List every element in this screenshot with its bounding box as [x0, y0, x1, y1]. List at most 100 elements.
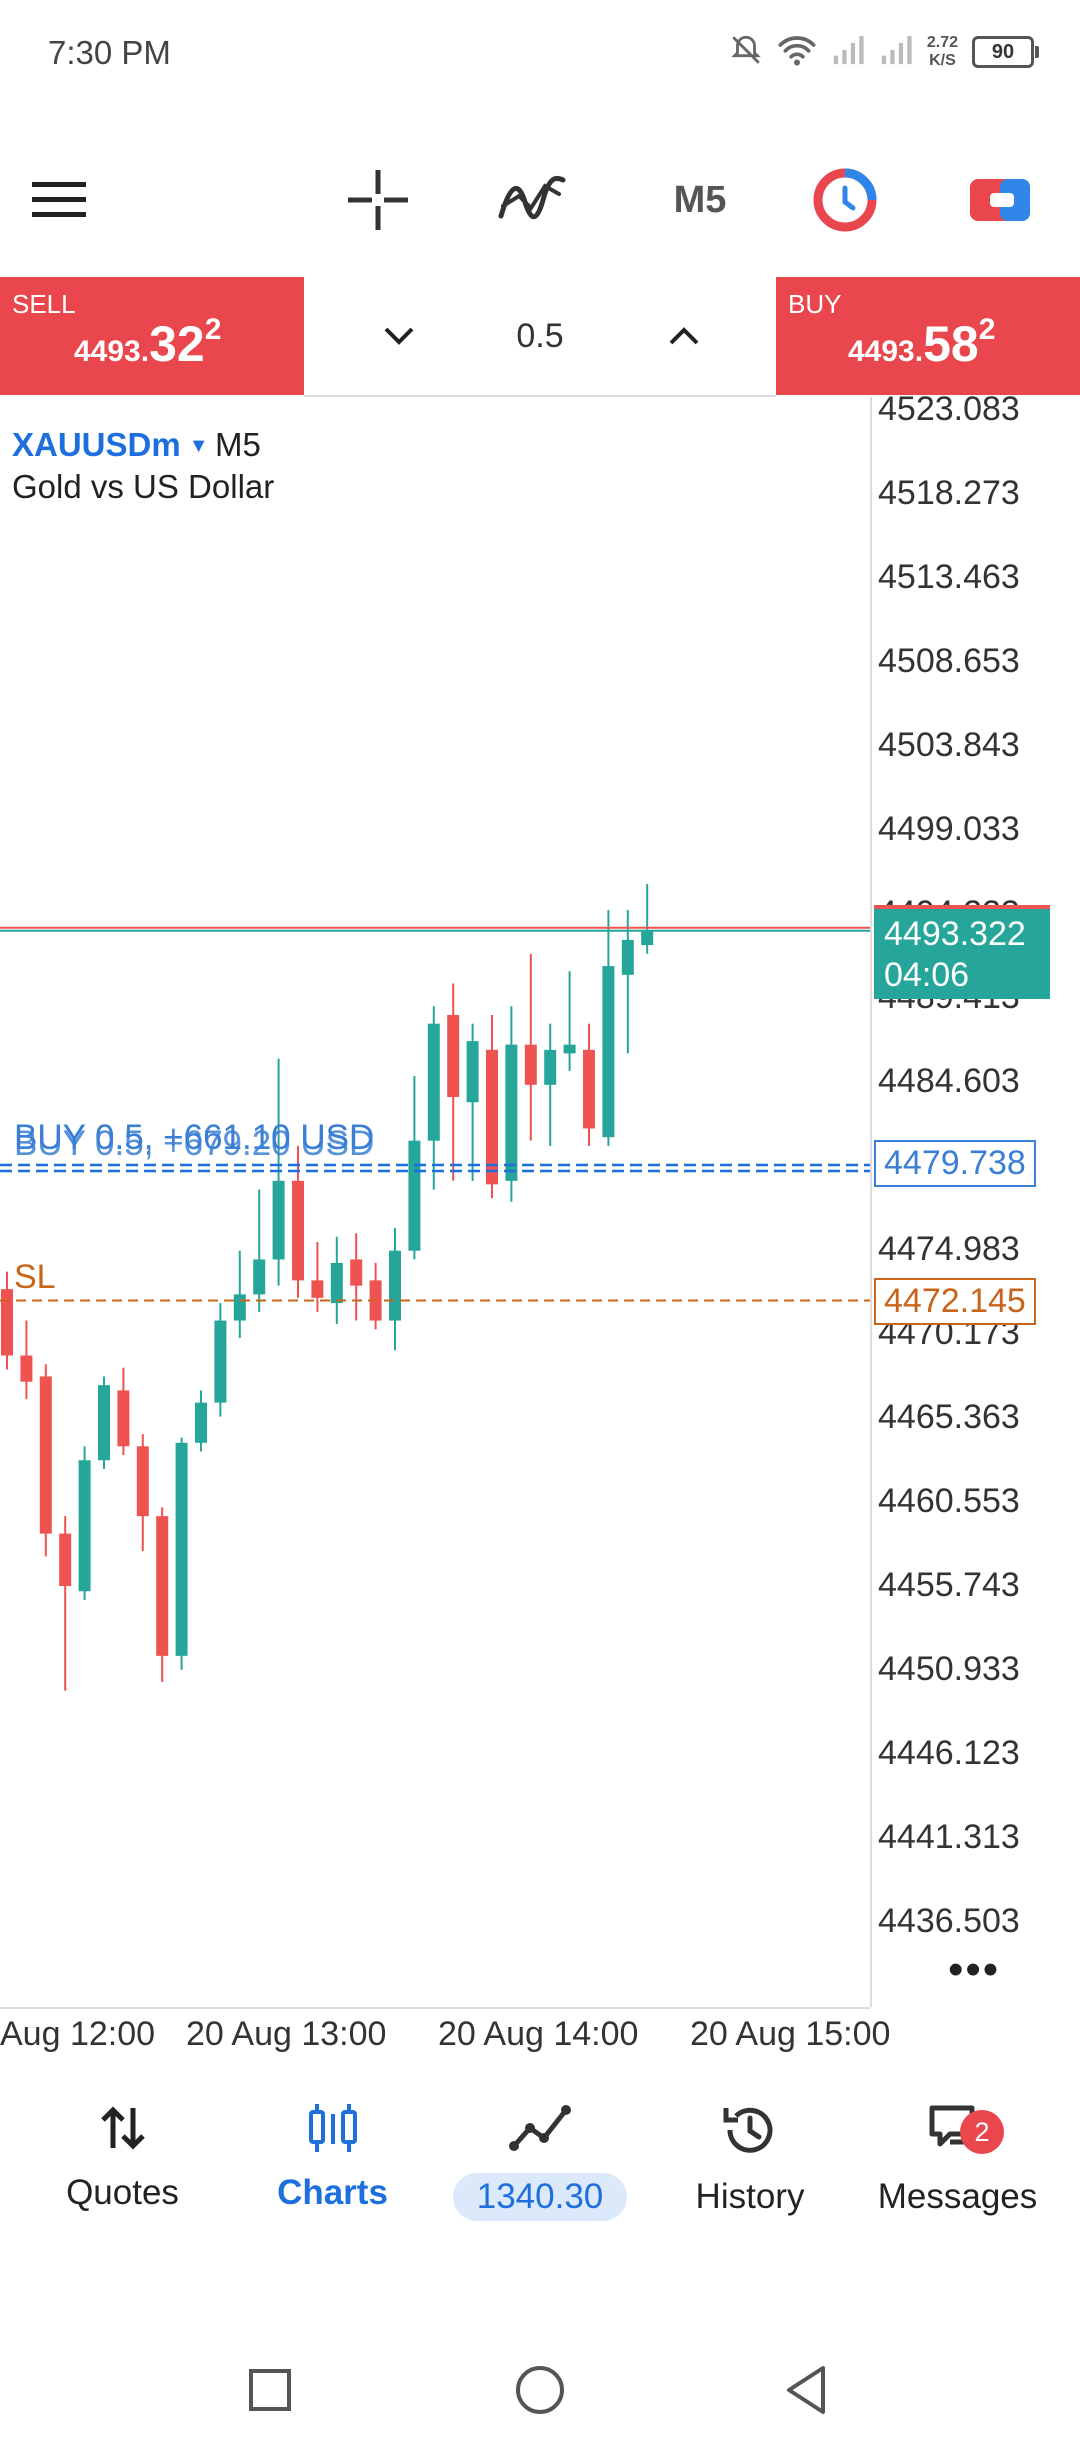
candle — [369, 1262, 382, 1330]
position-label[interactable]: BUY 0.5, +679.20 USD — [14, 1124, 375, 1163]
time-axis-divider — [0, 2007, 870, 2009]
network-speed: 2.72 K/S — [927, 34, 958, 70]
candle-body — [1, 1289, 13, 1356]
price-tick: 4484.603 — [878, 1062, 1020, 1100]
price-tick: 4513.463 — [878, 558, 1020, 596]
candle-body — [466, 1041, 479, 1103]
candle-body — [59, 1533, 72, 1587]
messages-badge: 2 — [960, 2110, 1004, 2154]
price-tick: 4503.843 — [878, 726, 1020, 764]
current-price-tag: 4493.322 04:06 — [874, 905, 1050, 999]
back-icon[interactable] — [776, 2360, 836, 2420]
candle-body — [389, 1250, 401, 1321]
candle — [98, 1376, 110, 1469]
price-tick: 4446.123 — [878, 1734, 1020, 1772]
symbol-ticker: XAUUSDm — [12, 426, 181, 463]
candle — [253, 1189, 266, 1312]
price-chart[interactable] — [0, 397, 870, 2007]
symbol-description: Gold vs US Dollar — [12, 468, 275, 505]
price-tick: 4455.743 — [878, 1566, 1020, 1604]
sell-label: SELL — [12, 289, 76, 319]
candle-body — [175, 1442, 188, 1656]
candle-body — [602, 966, 615, 1138]
symbol-dropdown-icon[interactable]: ▼ — [188, 435, 209, 457]
candle-body — [98, 1385, 110, 1461]
messages-icon — [860, 2100, 1055, 2165]
candle — [175, 1437, 188, 1670]
timeframe-button[interactable]: M5 — [673, 178, 727, 221]
one-click-trading-icon[interactable] — [960, 160, 1040, 240]
lot-decrease-button[interactable] — [364, 311, 434, 361]
sell-button[interactable]: SELL 4493.322 — [0, 277, 304, 395]
signal-icon — [831, 33, 865, 72]
candles — [1, 883, 654, 1691]
price-tick: 4436.503 — [878, 1902, 1020, 1940]
symbol-name[interactable]: XAUUSDm ▼ — [12, 426, 209, 464]
candle-body — [156, 1516, 169, 1656]
bar-countdown: 04:06 — [884, 956, 970, 994]
nav-history[interactable]: History — [665, 2100, 835, 2250]
nav-messages-label: Messages — [877, 2177, 1038, 2216]
nav-charts[interactable]: Charts — [250, 2100, 415, 2250]
candle-body — [563, 1044, 576, 1054]
buy-label: BUY — [788, 289, 842, 319]
sl-label[interactable]: SL — [14, 1258, 56, 1296]
sell-price-small: 4493. — [74, 335, 150, 368]
price-tick: 4465.363 — [878, 1398, 1020, 1436]
wifi-icon — [777, 33, 817, 72]
battery-icon: 90 — [972, 36, 1039, 68]
candle-body — [350, 1259, 363, 1286]
home-icon[interactable] — [510, 2360, 570, 2420]
candle-body — [195, 1402, 207, 1443]
sell-price: 4493.322 — [74, 313, 221, 373]
candle — [1, 1271, 13, 1370]
account-balance: 1340.30 — [452, 2173, 628, 2221]
buy-button[interactable]: BUY 4493.582 — [776, 277, 1080, 395]
candle — [505, 1006, 518, 1202]
nav-trade[interactable]: 1340.30 — [440, 2100, 640, 2250]
candle — [563, 971, 576, 1071]
candle-body — [505, 1044, 518, 1181]
nav-messages[interactable]: Messages — [860, 2100, 1055, 2250]
price-tick: 4450.933 — [878, 1650, 1020, 1688]
nav-quotes[interactable]: Quotes — [40, 2100, 205, 2250]
lot-panel: 0.5 — [304, 277, 776, 397]
buy-price-big: 58 — [923, 316, 979, 372]
candle-body — [486, 1049, 498, 1185]
candle — [621, 910, 634, 1054]
crosshair-icon[interactable] — [338, 160, 418, 240]
mute-notifications-icon — [729, 33, 763, 72]
candle — [233, 1250, 246, 1339]
buy-price-sup: 2 — [978, 313, 996, 346]
candle-body — [117, 1390, 130, 1447]
sell-price-sup: 2 — [204, 313, 222, 346]
more-options-icon[interactable]: ••• — [948, 1945, 1001, 1994]
candle — [292, 1145, 304, 1298]
candle — [78, 1446, 91, 1600]
indicators-icon[interactable] — [492, 160, 572, 240]
candle-body — [524, 1044, 537, 1085]
sl-price-tag: 4472.145 — [874, 1278, 1036, 1325]
candle — [389, 1228, 401, 1351]
menu-icon[interactable] — [20, 160, 100, 240]
candle-body — [544, 1049, 557, 1085]
nav-quotes-label: Quotes — [66, 2173, 179, 2212]
candle — [156, 1507, 169, 1683]
buy-price-small: 4493. — [848, 335, 924, 368]
recent-apps-icon[interactable] — [240, 2360, 300, 2420]
candle — [195, 1390, 207, 1452]
candle — [136, 1434, 149, 1552]
candle — [311, 1241, 324, 1312]
trade-history-icon[interactable] — [805, 160, 885, 240]
lot-increase-button[interactable] — [649, 311, 719, 361]
candle — [408, 1076, 421, 1260]
position-label[interactable]: BUY 0.5, +661.10 USD — [14, 1118, 375, 1157]
charts-icon — [250, 2100, 415, 2161]
price-tick: 4474.983 — [878, 1230, 1020, 1268]
status-icons: 2.72 K/S 90 — [729, 30, 1039, 74]
lot-value[interactable]: 0.5 — [516, 317, 564, 355]
candle-body — [621, 939, 634, 975]
candle — [466, 1023, 479, 1181]
candle — [350, 1233, 363, 1321]
price-tick: 4523.083 — [878, 390, 1020, 428]
